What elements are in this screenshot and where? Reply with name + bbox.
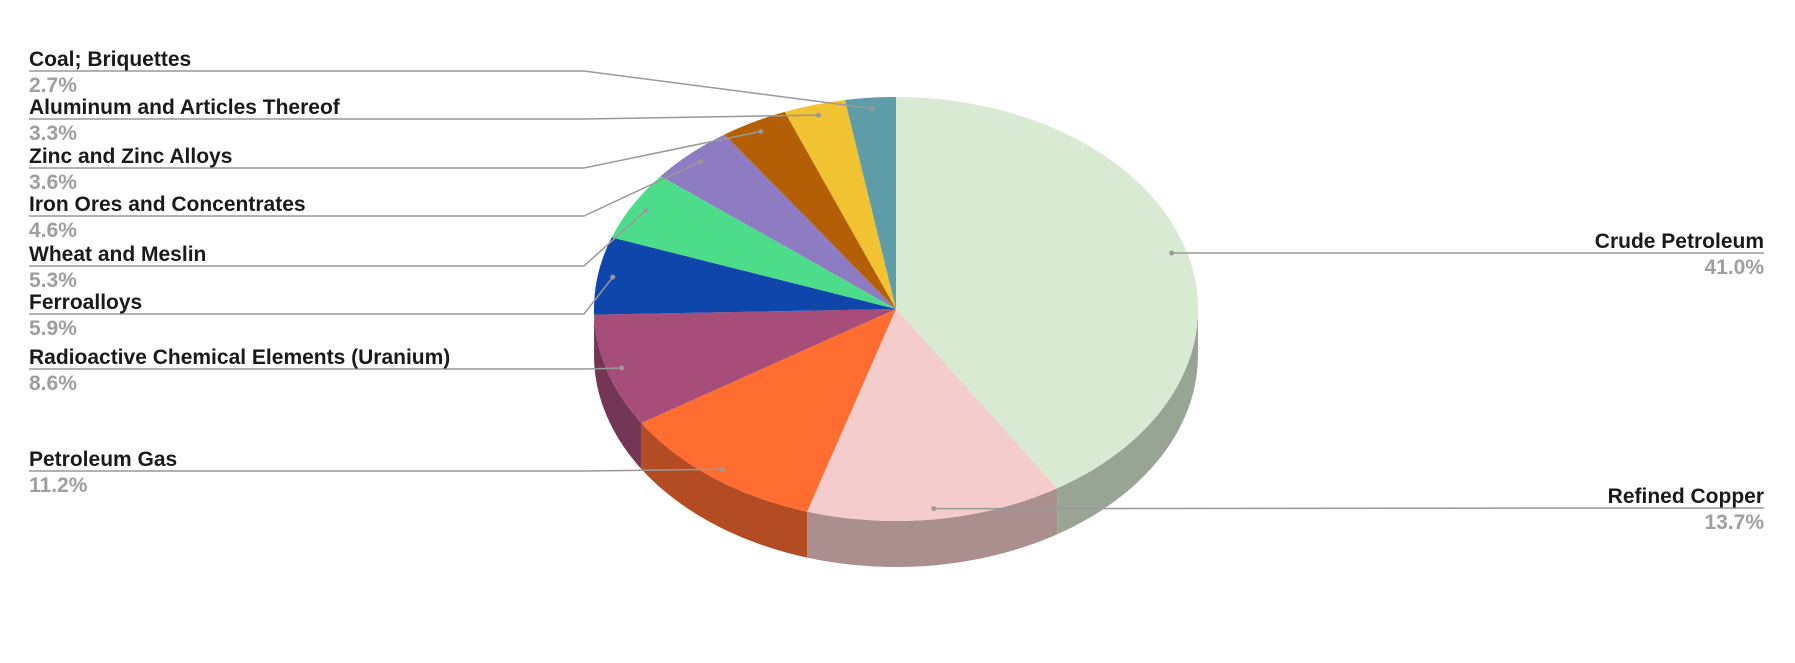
slice-label: Refined Copper <box>1608 485 1764 508</box>
slice-label: Crude Petroleum <box>1595 230 1764 253</box>
slice-percent: 2.7% <box>29 74 77 97</box>
leader-line <box>29 209 647 267</box>
slice-label: Wheat and Meslin <box>29 243 206 266</box>
leader-line <box>29 130 761 169</box>
leader-line <box>29 276 614 315</box>
slice-side-petroleum-gas <box>641 423 808 558</box>
leader-line <box>29 70 872 110</box>
leader-line <box>29 114 819 120</box>
slice-percent: 4.6% <box>29 219 77 242</box>
slice-labels: Crude Petroleum 41.0% Refined Copper 13.7% P… <box>29 48 1764 534</box>
slice-aluminum-and-articles-thereof[interactable] <box>784 100 896 309</box>
slice-label: Ferroalloys <box>29 291 142 314</box>
pie-slices <box>594 97 1198 521</box>
slice-percent: 8.6% <box>29 372 77 395</box>
slice-label: Aluminum and Articles Thereof <box>29 96 341 119</box>
slice-refined-copper[interactable] <box>807 309 1058 521</box>
slice-side-radioactive-chemical-elements-uranium <box>594 314 642 469</box>
slice-coal-briquettes[interactable] <box>844 97 896 309</box>
slice-percent: 3.6% <box>29 171 77 194</box>
slice-zinc-and-zinc-alloys[interactable] <box>724 111 896 310</box>
leader-line <box>29 367 622 370</box>
slice-label: Petroleum Gas <box>29 448 177 471</box>
slice-petroleum-gas[interactable] <box>641 309 896 512</box>
slice-label: Zinc and Zinc Alloys <box>29 145 232 168</box>
pie-sides <box>594 309 1198 567</box>
leader-line <box>29 160 702 217</box>
leader-lines <box>29 70 1765 512</box>
slice-crude-petroleum[interactable] <box>896 97 1198 489</box>
slice-percent: 5.9% <box>29 317 77 340</box>
slice-label: Coal; Briquettes <box>29 48 191 71</box>
slice-percent: 13.7% <box>1704 511 1764 534</box>
slice-wheat-and-meslin[interactable] <box>611 176 896 309</box>
slice-ferroalloys[interactable] <box>594 237 896 315</box>
slice-side-refined-copper <box>807 488 1058 567</box>
slice-label: Radioactive Chemical Elements (Uranium) <box>29 346 450 369</box>
leader-line <box>933 507 1765 510</box>
slice-iron-ores-and-concentrates[interactable] <box>660 134 896 309</box>
slice-percent: 3.3% <box>29 122 77 145</box>
slice-percent: 11.2% <box>29 474 88 497</box>
slice-percent: 41.0% <box>1704 256 1764 279</box>
leader-line <box>29 468 723 472</box>
slice-side-crude-petroleum <box>1057 309 1198 535</box>
slice-percent: 5.3% <box>29 269 77 292</box>
slice-label: Iron Ores and Concentrates <box>29 193 306 216</box>
slice-radioactive-chemical-elements-uranium[interactable] <box>594 309 896 423</box>
